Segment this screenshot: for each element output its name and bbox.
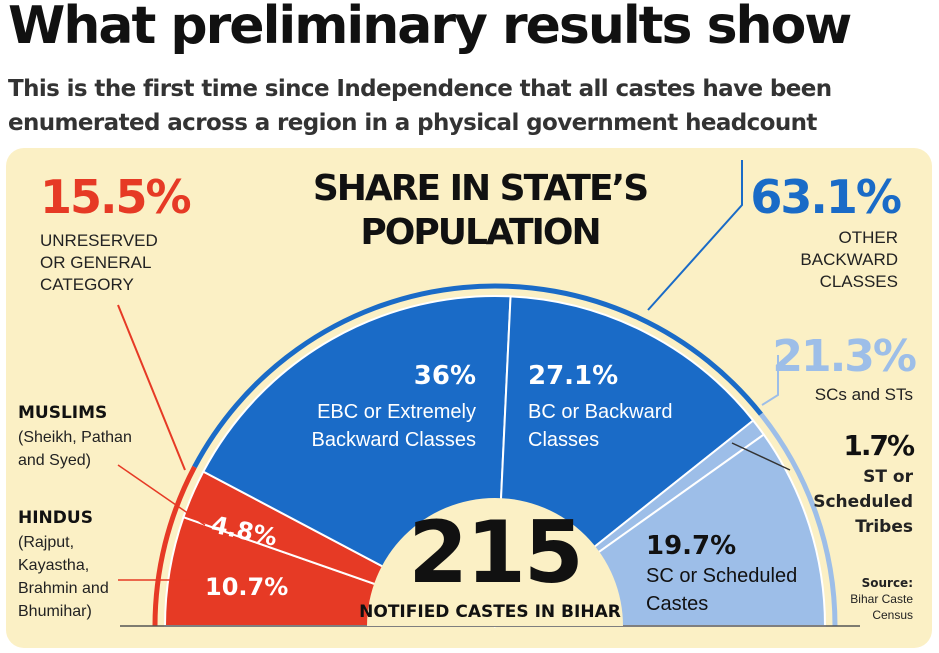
scst-label: SCs and STs [815,385,913,404]
hindus-detail-line-1: (Rajput, [18,534,74,551]
scst-percent: 21.3% [772,331,916,382]
ebc-percent: 36% [414,361,476,391]
unreserved-label-line-2: OR GENERAL [40,253,151,272]
subtitle-line-2: enumerated across a region in a physical… [8,110,817,136]
obc-label-line-3: CLASSES [820,272,898,291]
st-label-line-3: Tribes [855,517,913,537]
unreserved-label-line-3: CATEGORY [40,275,134,294]
obc-outer-arc [192,283,763,469]
hindus-detail-line-2: Kayastha, [18,557,89,574]
unreserved-label-line-1: UNRESERVED [40,231,158,250]
subtitle-line-1: This is the first time since Independenc… [8,76,832,102]
st-percent: 1.7% [843,429,915,462]
obc-percent: 63.1% [750,170,900,224]
chart-title-line-2: POPULATION [360,212,599,253]
center-circle [367,498,623,626]
st-leader-line [731,442,791,471]
muslims-detail-line-1: (Sheikh, Pathan [18,429,132,446]
obc-label-line-2: BACKWARD [800,250,898,269]
source-line-3: Census [872,608,913,622]
bc-name-line-1: BC or Backward [528,401,673,423]
unreserved-leader-line [117,304,186,471]
ebc-name-line-1: EBC or Extremely [317,401,476,423]
center-value: 215 [408,503,582,603]
obc-label-line-1: OTHER [839,228,899,247]
muslims-title: MUSLIMS [18,403,107,423]
bc-percent: 27.1% [528,361,618,391]
hindus-title: HINDUS [18,508,93,528]
st-label-line-2: Scheduled [813,492,913,512]
sc-percent: 19.7% [646,531,736,561]
unreserved-outer-arc [152,465,197,627]
page-title: What preliminary results show [8,0,852,56]
scst-outer-arc [759,412,838,627]
obc-leader-line [647,160,743,311]
ebc-name-line-2: Backward Classes [311,429,476,451]
muslims-leader-line [117,464,206,526]
scst-leader-line [761,355,779,406]
sc-name-line-1: SC or Scheduled [646,565,797,587]
st-label-line-1: ST or [863,467,913,487]
source-line-2: Bihar Caste [850,592,913,606]
sc-name-line-2: Castes [646,593,708,615]
unreserved-percent: 15.5% [40,170,190,224]
hindus-detail-line-4: Bhumihar) [18,603,92,620]
hindus-detail-line-3: Brahmin and [18,580,109,597]
muslims-detail-line-2: and Syed) [18,452,91,469]
bc-name-line-2: Classes [528,429,599,451]
center-label: NOTIFIED CASTES IN BIHAR [359,602,621,622]
hindus-percent: 10.7% [205,573,288,601]
chart-title-line-1: SHARE IN STATE’S [313,168,647,209]
source-label: Source: [862,576,913,590]
